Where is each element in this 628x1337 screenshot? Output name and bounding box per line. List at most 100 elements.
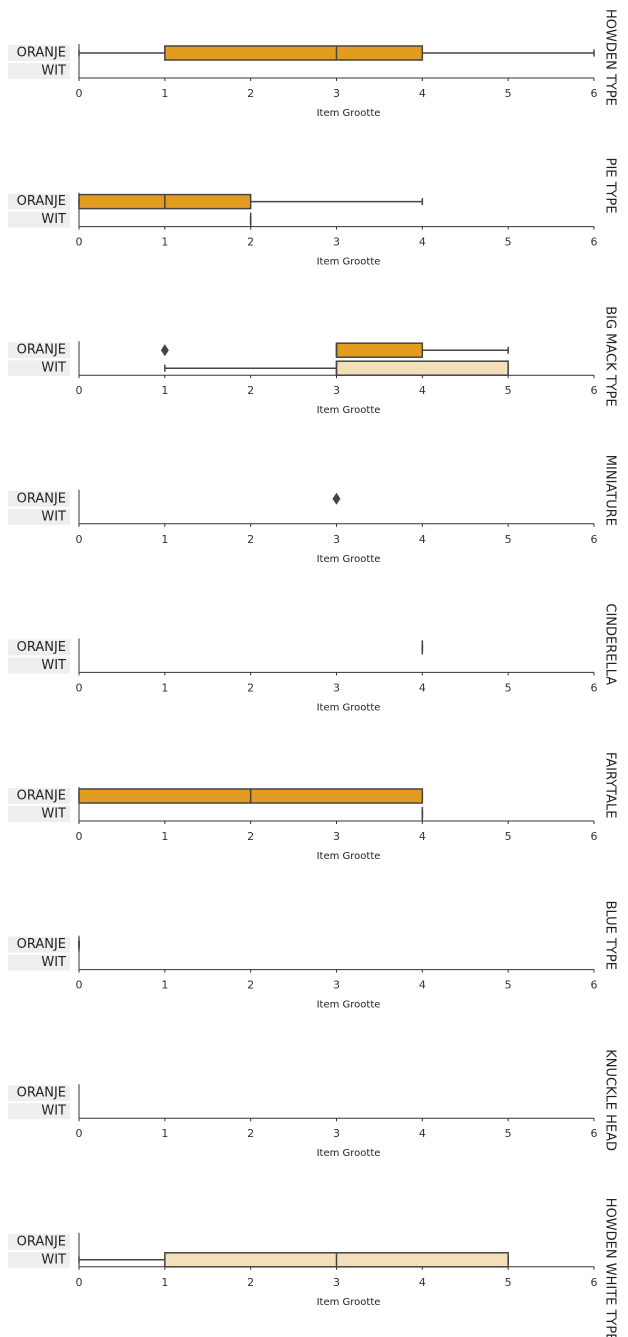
category-label: ORANJE bbox=[17, 194, 66, 209]
category-label: ORANJE bbox=[17, 789, 66, 804]
x-tick-label: 1 bbox=[161, 979, 168, 992]
x-tick-label: 5 bbox=[505, 236, 512, 249]
x-tick-label: 1 bbox=[161, 830, 168, 843]
x-tick-label: 4 bbox=[419, 236, 426, 249]
x-tick-label: 3 bbox=[333, 533, 340, 546]
category-label-bg bbox=[8, 936, 70, 953]
category-label-bg bbox=[8, 1085, 70, 1102]
x-tick-label: 6 bbox=[591, 830, 598, 843]
x-tick-label: 4 bbox=[419, 1127, 426, 1140]
category-label-bg bbox=[8, 211, 70, 228]
x-tick-label: 6 bbox=[591, 1127, 598, 1140]
x-tick-label: 0 bbox=[76, 533, 83, 546]
panel-title: FAIRYTALE bbox=[603, 752, 618, 818]
category-label: WIT bbox=[41, 509, 66, 524]
x-axis-label: Item Grootte bbox=[317, 851, 381, 862]
x-tick-label: 1 bbox=[161, 1127, 168, 1140]
category-label-bg bbox=[8, 490, 70, 507]
box bbox=[335, 360, 509, 376]
x-tick-label: 5 bbox=[505, 979, 512, 992]
x-tick-label: 2 bbox=[247, 681, 254, 694]
x-tick-label: 3 bbox=[333, 979, 340, 992]
category-label-bg bbox=[8, 193, 70, 210]
x-tick-label: 2 bbox=[247, 1276, 254, 1289]
category-label: WIT bbox=[41, 658, 66, 673]
category-label: WIT bbox=[41, 212, 66, 227]
x-tick-label: 0 bbox=[76, 979, 83, 992]
panel-title: MINIATURE bbox=[603, 455, 618, 526]
x-tick-label: 6 bbox=[591, 236, 598, 249]
x-tick-label: 5 bbox=[505, 1276, 512, 1289]
x-tick-label: 5 bbox=[505, 1127, 512, 1140]
category-label-bg bbox=[8, 639, 70, 656]
category-label: ORANJE bbox=[17, 1234, 66, 1249]
x-tick-label: 2 bbox=[247, 533, 254, 546]
x-tick-label: 2 bbox=[247, 830, 254, 843]
x-tick-label: 6 bbox=[591, 384, 598, 397]
x-tick-label: 4 bbox=[419, 87, 426, 100]
x-tick-label: 0 bbox=[76, 236, 83, 249]
x-tick-label: 4 bbox=[419, 830, 426, 843]
panel-title: KNUCKLE HEAD bbox=[603, 1049, 618, 1151]
x-tick-label: 6 bbox=[591, 533, 598, 546]
x-tick-label: 1 bbox=[161, 384, 168, 397]
x-tick-label: 3 bbox=[333, 830, 340, 843]
category-label: WIT bbox=[41, 807, 66, 822]
panel-title: HOWDEN WHITE TYPE bbox=[603, 1198, 618, 1337]
x-axis-label: Item Grootte bbox=[317, 1297, 381, 1308]
x-tick-label: 0 bbox=[76, 681, 83, 694]
category-label-bg bbox=[8, 45, 70, 61]
x-tick-label: 0 bbox=[76, 87, 83, 100]
x-tick-label: 2 bbox=[247, 384, 254, 397]
x-tick-label: 5 bbox=[505, 384, 512, 397]
category-label: ORANJE bbox=[17, 343, 66, 358]
category-label: ORANJE bbox=[17, 640, 66, 655]
x-axis-label: Item Grootte bbox=[317, 405, 381, 416]
category-label: WIT bbox=[41, 1252, 66, 1267]
x-tick-label: 0 bbox=[76, 384, 83, 397]
x-tick-label: 2 bbox=[247, 87, 254, 100]
box bbox=[335, 342, 424, 358]
x-axis-label: Item Grootte bbox=[317, 108, 381, 119]
category-label: ORANJE bbox=[17, 46, 66, 61]
x-tick-label: 4 bbox=[419, 979, 426, 992]
x-axis-label: Item Grootte bbox=[317, 702, 381, 713]
category-label: WIT bbox=[41, 64, 66, 79]
x-tick-label: 6 bbox=[591, 1276, 598, 1289]
x-tick-label: 4 bbox=[419, 533, 426, 546]
x-tick-label: 4 bbox=[419, 384, 426, 397]
x-tick-label: 2 bbox=[247, 979, 254, 992]
panel-title: HOWDEN TYPE bbox=[603, 9, 618, 106]
x-tick-label: 5 bbox=[505, 830, 512, 843]
outlier bbox=[332, 492, 341, 505]
x-tick-label: 1 bbox=[161, 1276, 168, 1289]
category-label-bg bbox=[8, 1103, 70, 1120]
box bbox=[164, 45, 424, 61]
x-tick-label: 6 bbox=[591, 681, 598, 694]
category-label: ORANJE bbox=[17, 937, 66, 952]
category-label: ORANJE bbox=[17, 491, 66, 506]
x-tick-label: 5 bbox=[505, 87, 512, 100]
panel-title: CINDERELLA bbox=[603, 603, 618, 685]
x-tick-label: 2 bbox=[247, 1127, 254, 1140]
category-label-bg bbox=[8, 342, 70, 359]
x-tick-label: 3 bbox=[333, 236, 340, 249]
category-label: WIT bbox=[41, 955, 66, 970]
category-label-bg bbox=[8, 788, 70, 804]
outlier bbox=[160, 344, 169, 357]
x-tick-label: 1 bbox=[161, 681, 168, 694]
x-tick-label: 1 bbox=[161, 87, 168, 100]
x-tick-label: 3 bbox=[333, 681, 340, 694]
x-axis-label: Item Grootte bbox=[317, 257, 381, 268]
category-label-bg bbox=[8, 657, 70, 674]
x-axis-label: Item Grootte bbox=[317, 1148, 381, 1159]
category-label-bg bbox=[8, 508, 70, 525]
category-label-bg bbox=[8, 63, 70, 79]
x-tick-label: 3 bbox=[333, 1276, 340, 1289]
x-tick-label: 0 bbox=[76, 1127, 83, 1140]
x-axis-label: Item Grootte bbox=[317, 1000, 381, 1011]
x-tick-label: 0 bbox=[76, 1276, 83, 1289]
category-label: WIT bbox=[41, 1104, 66, 1119]
